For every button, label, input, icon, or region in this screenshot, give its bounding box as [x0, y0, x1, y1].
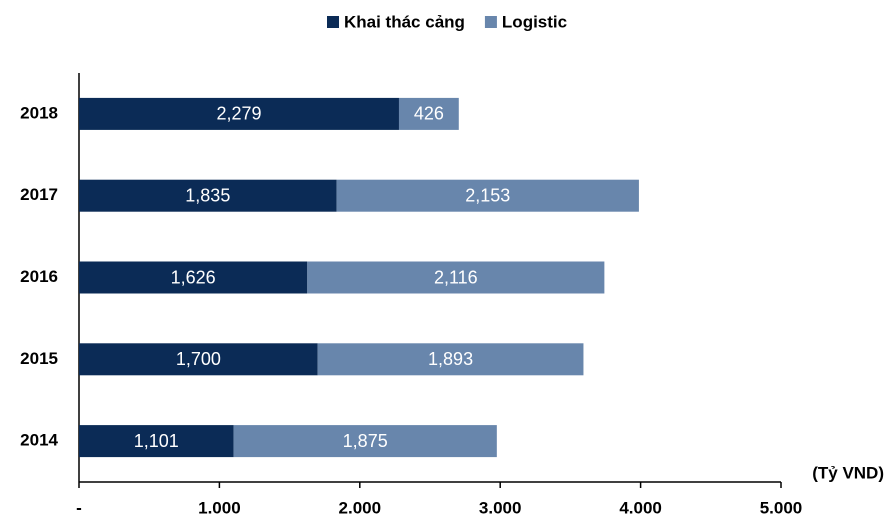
value-label: 1,875	[343, 431, 388, 451]
value-label: 1,626	[171, 267, 216, 287]
bar-segment	[79, 261, 308, 294]
value-label: 1,835	[185, 185, 230, 205]
legend-swatch	[327, 16, 339, 28]
bar-segment	[79, 343, 318, 376]
value-label: 1,893	[428, 349, 473, 369]
y-tick-label: 2017	[20, 185, 58, 204]
value-label: 2,279	[216, 104, 261, 124]
y-tick-label: 2014	[20, 431, 58, 450]
bar-segment	[336, 179, 639, 212]
x-tick-label: 5.000	[760, 498, 803, 517]
legend-label: Khai thác cảng	[344, 12, 465, 31]
value-label: 426	[414, 104, 444, 124]
bar-segment	[79, 179, 337, 212]
bar-segment	[398, 97, 459, 130]
bar-segment	[317, 343, 584, 376]
legend-label: Logistic	[502, 12, 567, 31]
bar-segment	[233, 425, 497, 458]
x-tick-label: -	[76, 498, 82, 517]
bar-segment	[79, 425, 234, 458]
x-tick-label: 4.000	[619, 498, 662, 517]
value-label: 1,700	[176, 349, 221, 369]
y-tick-label: 2018	[20, 103, 58, 122]
x-tick-label: 2.000	[339, 498, 382, 517]
bar-segment	[79, 97, 399, 130]
x-axis-label: (Tỷ VND)	[812, 463, 884, 482]
value-label: 2,116	[434, 267, 478, 287]
y-tick-label: 2016	[20, 267, 58, 286]
y-tick-label: 2015	[20, 349, 58, 368]
x-tick-label: 3.000	[479, 498, 522, 517]
value-label: 1,101	[134, 431, 179, 451]
value-label: 2,153	[465, 185, 510, 205]
legend-swatch	[484, 16, 497, 28]
bar-segment	[307, 261, 605, 294]
x-tick-label: 1.000	[198, 498, 241, 517]
